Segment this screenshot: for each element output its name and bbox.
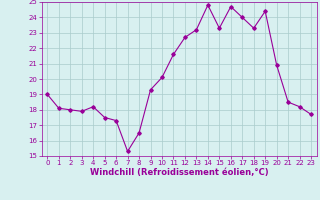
X-axis label: Windchill (Refroidissement éolien,°C): Windchill (Refroidissement éolien,°C) xyxy=(90,168,268,177)
